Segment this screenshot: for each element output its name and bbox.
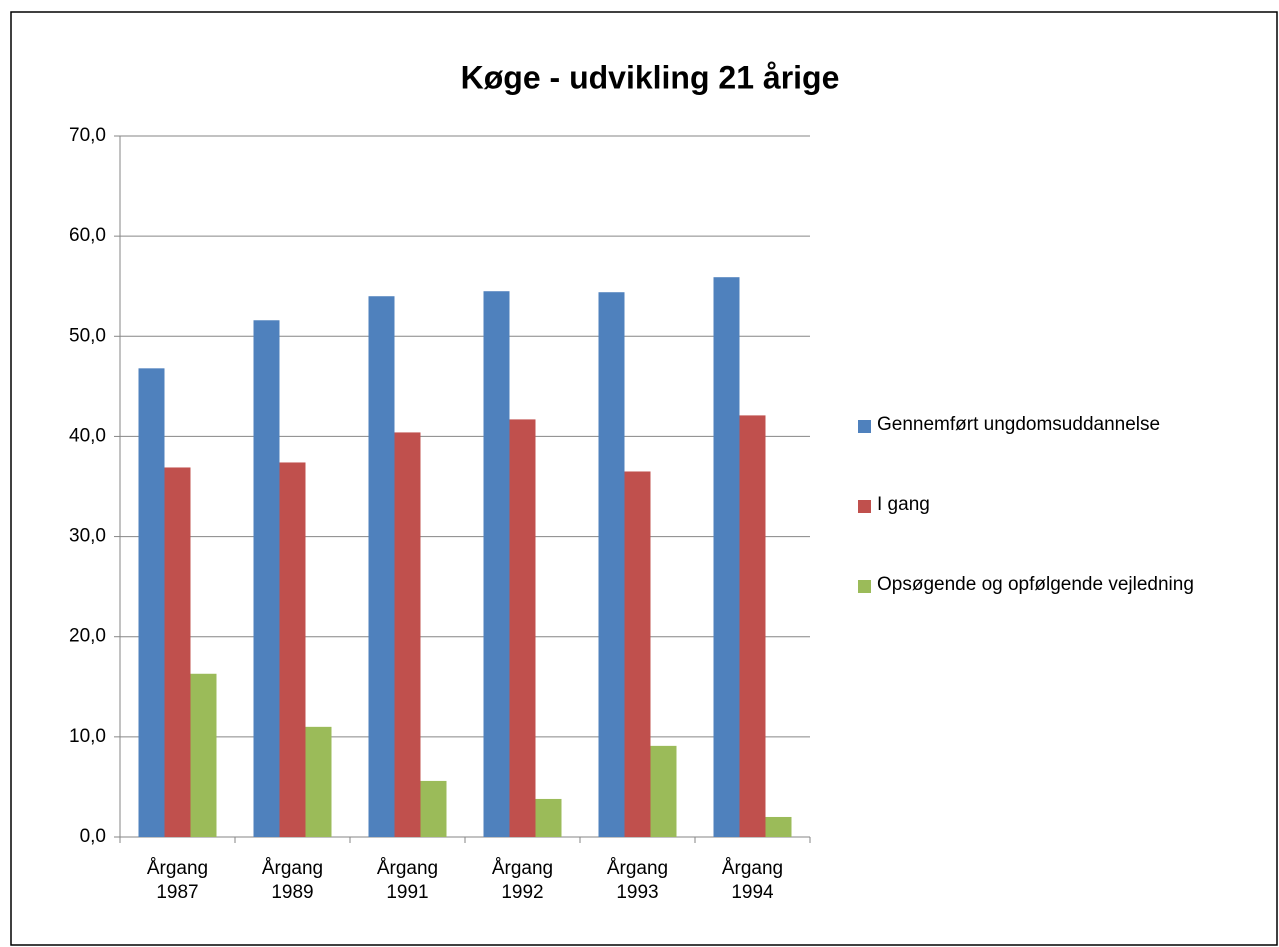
bar (394, 432, 421, 837)
y-tick-label: 10,0 (69, 726, 106, 747)
legend-swatch (858, 420, 871, 433)
y-tick-label: 40,0 (69, 425, 106, 446)
bar (164, 467, 191, 837)
bar (483, 291, 510, 837)
x-tick-label: Årgang 1992 (491, 858, 554, 903)
bar (509, 419, 536, 837)
bar (190, 673, 217, 837)
bar (765, 816, 792, 837)
x-tick-label: Årgang 1991 (376, 858, 439, 903)
bar (713, 277, 740, 837)
y-tick-label: 60,0 (69, 225, 106, 246)
legend-swatch (858, 500, 871, 513)
bar (253, 320, 280, 838)
x-tick-label: Årgang 1993 (606, 858, 669, 903)
y-tick-label: 20,0 (69, 626, 106, 647)
bar (138, 368, 165, 837)
y-tick-label: 70,0 (69, 125, 106, 146)
legend-label: Gennemført ungdomsuddannelse (877, 414, 1161, 435)
x-tick-label: Årgang 1989 (261, 858, 324, 903)
y-tick-label: 30,0 (69, 526, 106, 547)
legend-label: Opsøgende og opfølgende vejledning (877, 574, 1194, 595)
chart-title: Køge - udvikling 21 årige (461, 59, 840, 95)
bar (624, 471, 651, 837)
bar (420, 780, 447, 837)
x-tick-label: Årgang 1994 (721, 858, 784, 903)
bar (739, 415, 766, 837)
x-tick-label: Årgang 1987 (146, 858, 209, 903)
legend-label: I gang (877, 494, 930, 515)
bar (305, 726, 332, 837)
bar (535, 798, 562, 837)
bar (650, 745, 677, 837)
bar (368, 296, 395, 837)
y-tick-label: 50,0 (69, 325, 106, 346)
bar (279, 462, 306, 837)
legend-swatch (858, 580, 871, 593)
y-tick-label: 0,0 (80, 826, 106, 847)
bar (598, 292, 625, 837)
